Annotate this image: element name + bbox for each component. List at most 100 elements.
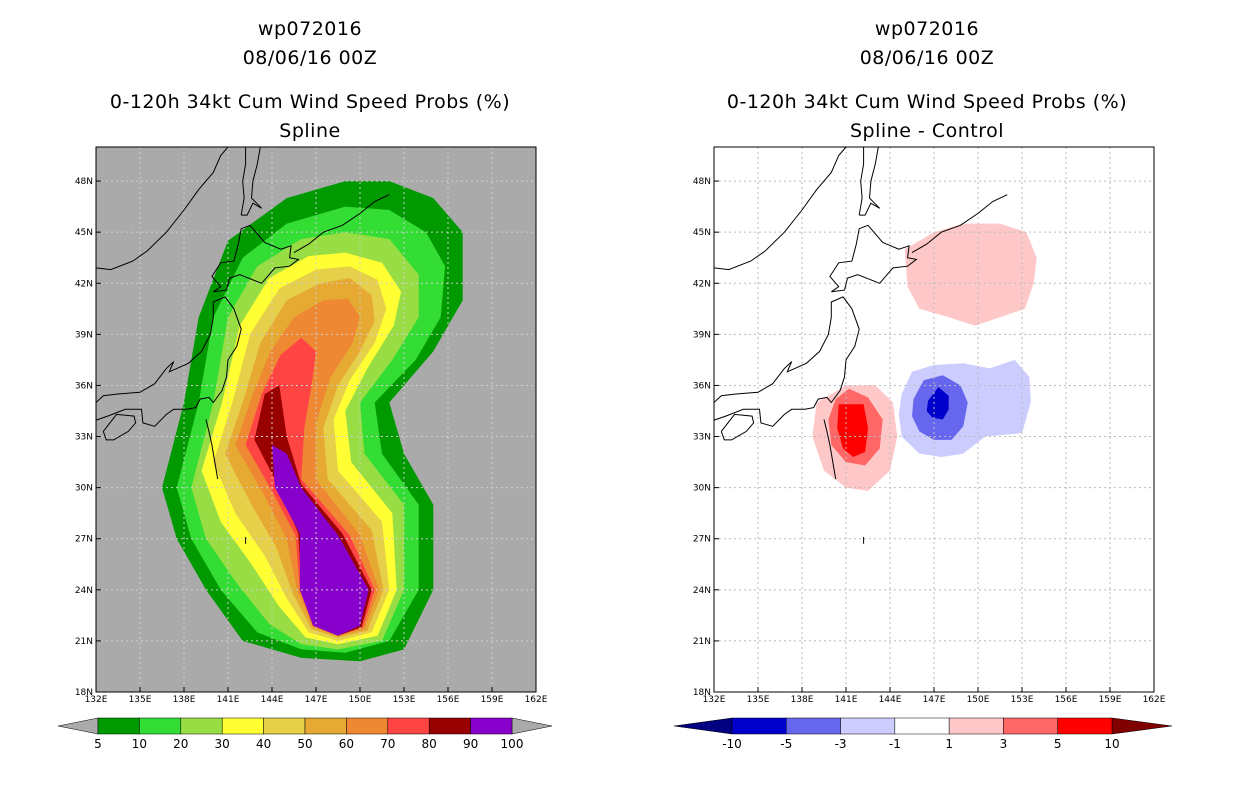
colorbar-label: 50 [297,737,312,751]
coastline-kurils [293,194,390,254]
contour-level-1-3 [904,223,1037,326]
colorbar-label: -1 [889,737,901,751]
coastline-izu [823,419,837,480]
coastline-shikoku [102,413,137,441]
x-tick-label: 156E [437,695,460,705]
y-tick-label: 27N [75,535,93,545]
coastline-kyushu [679,421,710,469]
x-tick-label: 135E [129,695,152,705]
colorbar-swatch [894,717,950,735]
colorbar-label: -5 [780,737,792,751]
coastline-honshu [714,296,860,427]
colorbar-low-arrow [673,717,733,735]
y-tick-label: 21N [75,637,93,647]
x-tick-label: 132E [85,695,108,705]
right-storm-id: wp072016 [874,18,980,40]
colorbar-swatch [948,717,1004,735]
colorbar-label: 5 [94,737,102,751]
x-tick-label: 144E [261,695,284,705]
colorbar-label: 60 [339,737,354,751]
x-tick-label: 153E [393,695,416,705]
colorbar-label: 10 [1104,737,1119,751]
y-tick-label: 18N [75,688,93,698]
y-tick-label: 42N [693,279,711,289]
x-tick-label: 132E [703,695,726,705]
x-tick-label: 159E [481,695,504,705]
colorbar-swatch [470,717,513,735]
y-tick-label: 36N [75,381,93,391]
coastline-shikoku [720,413,755,441]
y-tick-label: 48N [693,177,711,187]
colorbar-label: 20 [173,737,188,751]
x-tick-label: 162E [525,695,548,705]
left-storm-id: wp072016 [257,18,363,40]
x-tick-label: 138E [173,695,196,705]
x-tick-label: 159E [1099,695,1122,705]
x-tick-label: 147E [923,695,946,705]
x-tick-label: 144E [879,695,902,705]
y-tick-label: 45N [693,228,711,238]
x-tick-label: 150E [349,695,372,705]
y-tick-label: 30N [693,484,711,494]
left-chart-subtitle: Spline [279,120,341,142]
coastline-kurils [911,194,1008,254]
y-tick-label: 33N [693,433,711,443]
x-tick-label: 141E [217,695,240,705]
coastline-mainland [714,147,847,271]
colorbar-label: 10 [132,737,147,751]
y-tick-label: 24N [75,586,93,596]
colorbar-label: 3 [1000,737,1008,751]
right-date: 08/06/16 00Z [859,47,995,69]
x-tick-label: 153E [1011,695,1034,705]
y-tick-label: 48N [75,177,93,187]
plot-area [666,147,1154,692]
coastline-sakhalin [240,147,263,216]
colorbar-swatch [1003,717,1058,735]
y-tick-label: 42N [75,279,93,289]
coastline-honshu [96,296,242,427]
coastline-mainland [96,147,229,271]
colorbar-label: 70 [380,737,395,751]
coastline-ryukyu [666,488,685,531]
x-tick-label: 138E [791,695,814,705]
colorbar-label: 80 [422,737,437,751]
coastline-kamchatka_tip [1063,147,1064,148]
coastline-sakhalin [858,147,881,216]
y-tick-label: 33N [75,433,93,443]
x-tick-label: 147E [305,695,328,705]
colorbar-label: 1 [945,737,953,751]
x-tick-label: 162E [1143,695,1166,705]
x-tick-label: 135E [747,695,770,705]
coastline-izu [205,419,219,480]
x-tick-label: 141E [835,695,858,705]
plot-area [96,147,536,692]
contour-level-neg5-6 [926,387,949,420]
right-chart-subtitle: Spline - Control [849,120,1005,142]
y-tick-label: 30N [75,484,93,494]
colorbar-swatch [1057,717,1113,735]
colorbar-swatch [786,717,841,735]
colorbar-label: 100 [501,737,524,751]
colorbar-label: 30 [215,737,230,751]
contour-level-5-2 [837,404,868,457]
coastline-hokkaido [829,224,918,293]
left-probability-chart: 132E 135E 138E 141E 144E 147E 150E 153E 156E 159E… [57,146,553,751]
y-tick-label: 18N [693,688,711,698]
x-tick-label: 156E [1055,695,1078,705]
x-tick-label: 150E [967,695,990,705]
right-chart-title: 0-120h 34kt Cum Wind Speed Probs (%) [726,91,1128,113]
y-tick-label: 24N [693,586,711,596]
left-date: 08/06/16 00Z [242,47,378,69]
colorbar-swatch [731,717,787,735]
colorbar-label: 5 [1054,737,1062,751]
colorbar-label: -10 [722,737,742,751]
colorbar-label: 90 [463,737,478,751]
colorbar-swatch [840,717,896,735]
left-chart-title: 0-120h 34kt Cum Wind Speed Probs (%) [109,91,511,113]
colorbar-label: -3 [835,737,847,751]
colorbar-high-arrow [1111,717,1173,735]
y-tick-label: 45N [75,228,93,238]
y-tick-label: 36N [693,381,711,391]
coastline-hokkaido [211,224,300,293]
